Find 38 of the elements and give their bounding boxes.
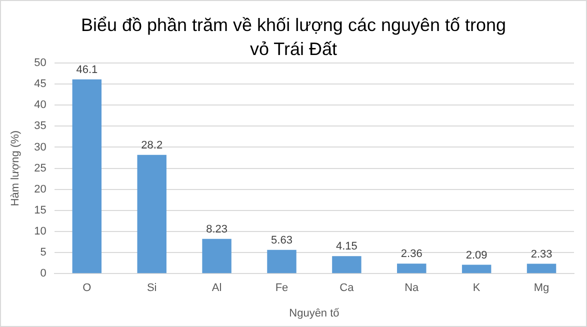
data-label: 5.63	[271, 234, 292, 246]
bar	[526, 264, 556, 274]
data-label: 2.36	[400, 248, 422, 260]
y-tick-label: 0	[40, 268, 46, 280]
x-tick-label: Ca	[340, 282, 355, 294]
y-tick-label: 20	[34, 183, 46, 196]
y-tick-label: 40	[34, 99, 46, 112]
x-tick-label: Mg	[534, 282, 550, 294]
x-tick-label: Na	[404, 282, 420, 294]
bar	[397, 264, 426, 274]
y-tick-label: 10	[34, 226, 46, 238]
x-tick-label: Fe	[275, 282, 288, 294]
y-tick-label: 45	[34, 78, 46, 90]
y-tick-label: 5	[40, 246, 46, 259]
x-tick-label: Si	[146, 282, 157, 294]
chart-title: Biểu đồ phần trăm về khối lượng các nguyên tố trong vỏ Trái Đất	[80, 14, 508, 61]
x-axis-title: Nguyên tố	[289, 307, 340, 320]
data-label: 46.1	[76, 64, 98, 76]
data-label: 4.15	[336, 240, 358, 253]
data-label: 2.33	[530, 248, 552, 260]
data-label: 28.2	[141, 139, 163, 152]
y-tick-label: 35	[34, 120, 46, 132]
y-axis-title: Hàm lượng (%)	[10, 130, 22, 206]
bar	[267, 250, 296, 274]
x-tick-label: Al	[212, 282, 222, 294]
y-tick-label: 30	[34, 141, 46, 154]
y-tick-label: 50	[34, 57, 46, 70]
y-tick-label: 25	[34, 162, 46, 174]
x-tick-label: O	[82, 282, 92, 294]
bar	[137, 154, 166, 274]
y-tick-label: 15	[34, 204, 46, 216]
bar	[72, 79, 102, 274]
data-label: 2.09	[466, 249, 488, 262]
bar	[462, 264, 492, 274]
x-tick-label: K	[472, 282, 481, 294]
bar	[332, 256, 362, 274]
bar	[202, 238, 232, 274]
data-label: 8.23	[206, 223, 228, 236]
